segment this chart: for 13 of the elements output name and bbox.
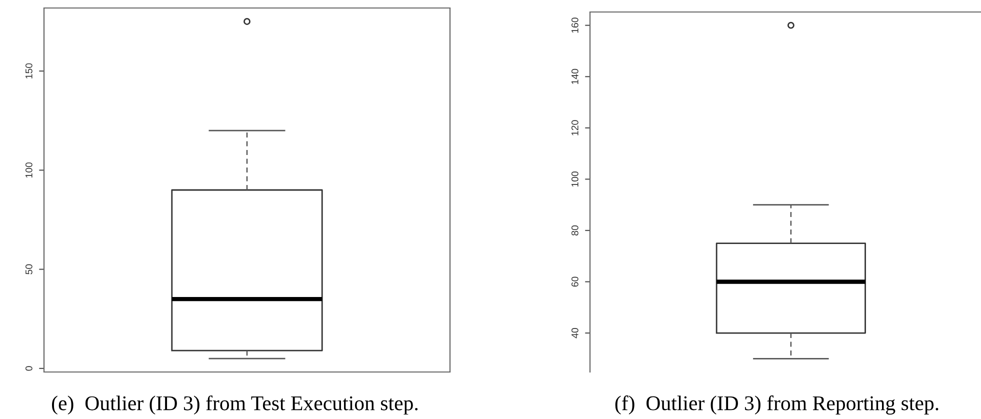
y-tick-label: 50 [25,264,32,274]
y-tick-label: 160 [571,18,578,33]
text: (f) Outlier (ID 3) from Reporting step. [615,395,938,415]
y-tick-label: 80 [571,225,578,236]
y-tick-label: 140 [571,68,578,84]
text: (e) Outlier (ID 3) from Test Execution step. [52,395,418,415]
y-tick-label: 60 [571,276,578,287]
y-tick-label: 120 [571,120,578,136]
y-tick-label: 100 [25,162,32,178]
y-tick-label: 150 [25,63,32,78]
y-tick-label: 0 [25,366,32,371]
y-tick-label: 100 [571,171,578,187]
y-tick-label: 40 [571,328,578,338]
